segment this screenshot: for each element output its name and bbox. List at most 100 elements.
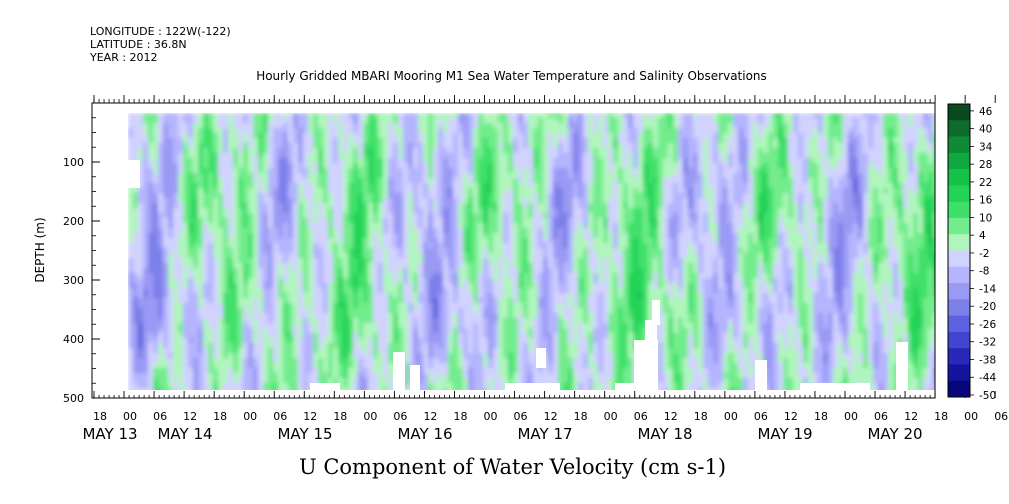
heatmap-cell bbox=[348, 343, 354, 349]
heatmap-cell bbox=[478, 203, 484, 209]
heatmap-cell bbox=[278, 113, 284, 119]
heatmap-cell bbox=[328, 318, 334, 324]
heatmap-cell bbox=[433, 143, 439, 149]
heatmap-cell bbox=[478, 173, 484, 179]
heatmap-cell bbox=[373, 118, 379, 124]
heatmap-cell bbox=[173, 268, 179, 274]
heatmap-cell bbox=[323, 308, 329, 314]
heatmap-cell bbox=[313, 208, 319, 214]
heatmap-cell bbox=[428, 378, 434, 384]
heatmap-cell bbox=[143, 193, 149, 199]
heatmap-cell bbox=[438, 348, 444, 354]
heatmap-cell bbox=[283, 258, 289, 264]
heatmap-cell bbox=[133, 353, 139, 359]
heatmap-cell bbox=[273, 288, 279, 294]
heatmap-cell bbox=[388, 128, 394, 134]
heatmap-cell bbox=[468, 238, 474, 244]
heatmap-cell bbox=[128, 203, 134, 209]
heatmap-cell bbox=[208, 138, 214, 144]
heatmap-cell bbox=[493, 333, 499, 339]
heatmap-cell bbox=[288, 128, 294, 134]
heatmap-cell bbox=[263, 313, 269, 319]
heatmap-cell bbox=[223, 363, 229, 369]
heatmap-cell bbox=[173, 318, 179, 324]
heatmap-cell bbox=[473, 233, 479, 239]
heatmap-cell bbox=[373, 168, 379, 174]
heatmap-cell bbox=[183, 313, 189, 319]
heatmap-cell bbox=[323, 378, 329, 384]
heatmap-cell bbox=[488, 368, 494, 374]
heatmap-cell bbox=[183, 223, 189, 229]
heatmap-cell bbox=[243, 368, 249, 374]
heatmap-cell bbox=[498, 178, 504, 184]
heatmap-cell bbox=[148, 173, 154, 179]
heatmap-cell bbox=[173, 123, 179, 129]
heatmap-cell bbox=[208, 223, 214, 229]
heatmap-cell bbox=[288, 188, 294, 194]
heatmap-cell bbox=[323, 268, 329, 274]
heatmap-cell bbox=[533, 348, 539, 354]
heatmap-cell bbox=[528, 223, 534, 229]
heatmap-cell bbox=[233, 223, 239, 229]
heatmap-cell bbox=[333, 363, 339, 369]
heatmap-cell bbox=[293, 203, 299, 209]
heatmap-cell bbox=[428, 173, 434, 179]
heatmap-cell bbox=[473, 383, 479, 389]
heatmap-cell bbox=[373, 258, 379, 264]
heatmap-cell bbox=[403, 128, 409, 134]
heatmap-cell bbox=[158, 268, 164, 274]
heatmap-cell bbox=[403, 123, 409, 129]
heatmap-cell bbox=[388, 383, 394, 389]
heatmap-cell bbox=[243, 258, 249, 264]
heatmap-cell bbox=[513, 123, 519, 129]
heatmap-cell bbox=[453, 148, 459, 154]
heatmap-cell bbox=[298, 218, 304, 224]
heatmap-cell bbox=[353, 363, 359, 369]
heatmap-cell bbox=[213, 233, 219, 239]
heatmap-cell bbox=[218, 223, 224, 229]
heatmap-cell bbox=[468, 228, 474, 234]
heatmap-cell bbox=[398, 233, 404, 239]
heatmap-cell bbox=[198, 243, 204, 249]
heatmap-cell bbox=[483, 213, 489, 219]
heatmap-cell bbox=[518, 143, 524, 149]
heatmap-cell bbox=[153, 153, 159, 159]
heatmap-cell bbox=[288, 163, 294, 169]
heatmap-cell bbox=[298, 273, 304, 279]
heatmap-cell bbox=[268, 318, 274, 324]
heatmap-cell bbox=[193, 383, 199, 389]
heatmap-cell bbox=[428, 233, 434, 239]
heatmap-cell bbox=[423, 298, 429, 304]
heatmap-cell bbox=[413, 128, 419, 134]
heatmap-cell bbox=[163, 113, 169, 119]
heatmap-cell bbox=[198, 308, 204, 314]
heatmap-cell bbox=[443, 268, 449, 274]
heatmap-cell bbox=[263, 128, 269, 134]
heatmap-cell bbox=[423, 248, 429, 254]
heatmap-cell bbox=[493, 213, 499, 219]
heatmap-cell bbox=[303, 218, 309, 224]
heatmap-cell bbox=[453, 353, 459, 359]
heatmap-cell bbox=[473, 143, 479, 149]
heatmap-cell bbox=[388, 133, 394, 139]
heatmap-cell bbox=[433, 163, 439, 169]
heatmap-cell bbox=[278, 298, 284, 304]
heatmap-cell bbox=[403, 243, 409, 249]
heatmap-cell bbox=[413, 123, 419, 129]
heatmap-cell bbox=[348, 128, 354, 134]
heatmap-cell bbox=[348, 333, 354, 339]
heatmap-cell bbox=[473, 198, 479, 204]
heatmap-cell bbox=[493, 353, 499, 359]
heatmap-cell bbox=[298, 368, 304, 374]
heatmap-cell bbox=[163, 228, 169, 234]
heatmap-cell bbox=[183, 343, 189, 349]
heatmap-cell bbox=[198, 318, 204, 324]
heatmap-cell bbox=[403, 253, 409, 259]
heatmap-cell bbox=[308, 133, 314, 139]
heatmap-cell bbox=[483, 348, 489, 354]
heatmap-cell bbox=[153, 293, 159, 299]
heatmap-cell bbox=[173, 263, 179, 269]
heatmap-cell bbox=[538, 193, 544, 199]
heatmap-cell bbox=[378, 358, 384, 364]
heatmap-cell bbox=[543, 208, 549, 214]
